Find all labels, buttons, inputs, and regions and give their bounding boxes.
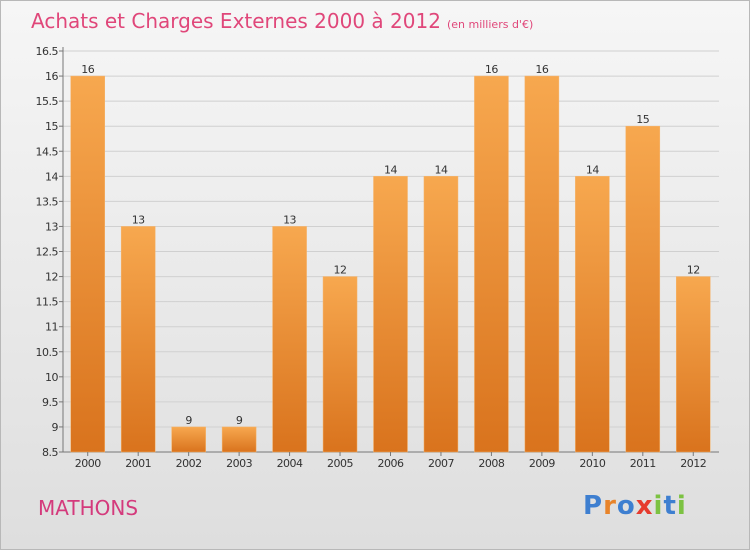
y-tick-label: 9 [52, 421, 59, 434]
bar-value-label: 9 [236, 414, 243, 427]
y-tick-label: 14.5 [36, 145, 59, 158]
x-tick-label: 2007 [428, 457, 454, 470]
x-tick-label: 2012 [680, 457, 706, 470]
bar-value-label: 15 [636, 113, 649, 126]
bar [221, 426, 257, 453]
bar [322, 276, 358, 453]
y-tick-label: 11 [45, 321, 58, 334]
y-tick-label: 13 [45, 220, 58, 233]
y-tick-label: 14 [45, 170, 58, 183]
y-tick-label: 16.5 [36, 45, 59, 58]
bar-value-label: 14 [384, 163, 397, 176]
x-tick-label: 2001 [125, 457, 151, 470]
proxiti-logo: Proxiti [583, 491, 687, 521]
bar-value-label: 12 [334, 264, 347, 277]
chart-title: Achats et Charges Externes 2000 à 2012 (e… [31, 9, 533, 33]
bar-value-label: 14 [586, 163, 599, 176]
bar-value-label: 13 [132, 213, 145, 226]
bar-value-label: 16 [485, 63, 498, 76]
bar [272, 226, 307, 453]
chart-title-text: Achats et Charges Externes 2000 à 2012 [31, 9, 441, 33]
logo-letter: r [603, 491, 617, 521]
bar [423, 176, 459, 453]
y-tick-label: 13.5 [36, 195, 59, 208]
bar-value-label: 16 [535, 63, 548, 76]
bar [575, 176, 610, 453]
y-tick-label: 12 [45, 271, 58, 284]
bar-value-label: 14 [434, 163, 447, 176]
bar [373, 176, 408, 453]
logo-letter: P [583, 491, 604, 521]
y-tick-label: 15.5 [36, 95, 59, 108]
bar [625, 125, 661, 453]
bar [171, 426, 206, 453]
bar-value-label: 9 [185, 414, 192, 427]
logo-letter: t [663, 491, 677, 521]
x-tick-label: 2005 [327, 457, 353, 470]
logo-letter: i [653, 491, 664, 521]
bar-value-label: 13 [283, 213, 296, 226]
y-tick-label: 10.5 [36, 346, 59, 359]
x-tick-label: 2003 [226, 457, 252, 470]
bar-value-label: 12 [687, 264, 700, 277]
bar [474, 75, 509, 453]
x-tick-label: 2010 [579, 457, 605, 470]
bar [524, 75, 560, 453]
bar [70, 75, 105, 453]
y-tick-label: 10 [45, 371, 58, 384]
logo-letter: o [616, 491, 636, 521]
chart-unit: (en milliers d'€) [446, 18, 534, 31]
x-tick-label: 2000 [75, 457, 101, 470]
y-tick-label: 11.5 [36, 296, 59, 309]
y-tick-label: 8.5 [42, 446, 58, 459]
x-tick-label: 2009 [529, 457, 555, 470]
x-tick-label: 2002 [176, 457, 202, 470]
bar [676, 276, 711, 453]
x-tick-label: 2006 [378, 457, 404, 470]
bar-value-label: 16 [81, 63, 94, 76]
y-tick-label: 12.5 [36, 246, 59, 259]
x-tick-label: 2004 [277, 457, 303, 470]
x-tick-label: 2008 [478, 457, 504, 470]
bar [120, 226, 156, 453]
commune-name: MATHONS [38, 496, 139, 520]
logo-letter: x [635, 491, 654, 521]
x-tick-label: 2011 [630, 457, 656, 470]
y-tick-label: 15 [45, 120, 58, 133]
y-tick-label: 9.5 [42, 396, 58, 409]
y-tick-label: 16 [45, 70, 58, 83]
logo-letter: i [676, 491, 687, 521]
